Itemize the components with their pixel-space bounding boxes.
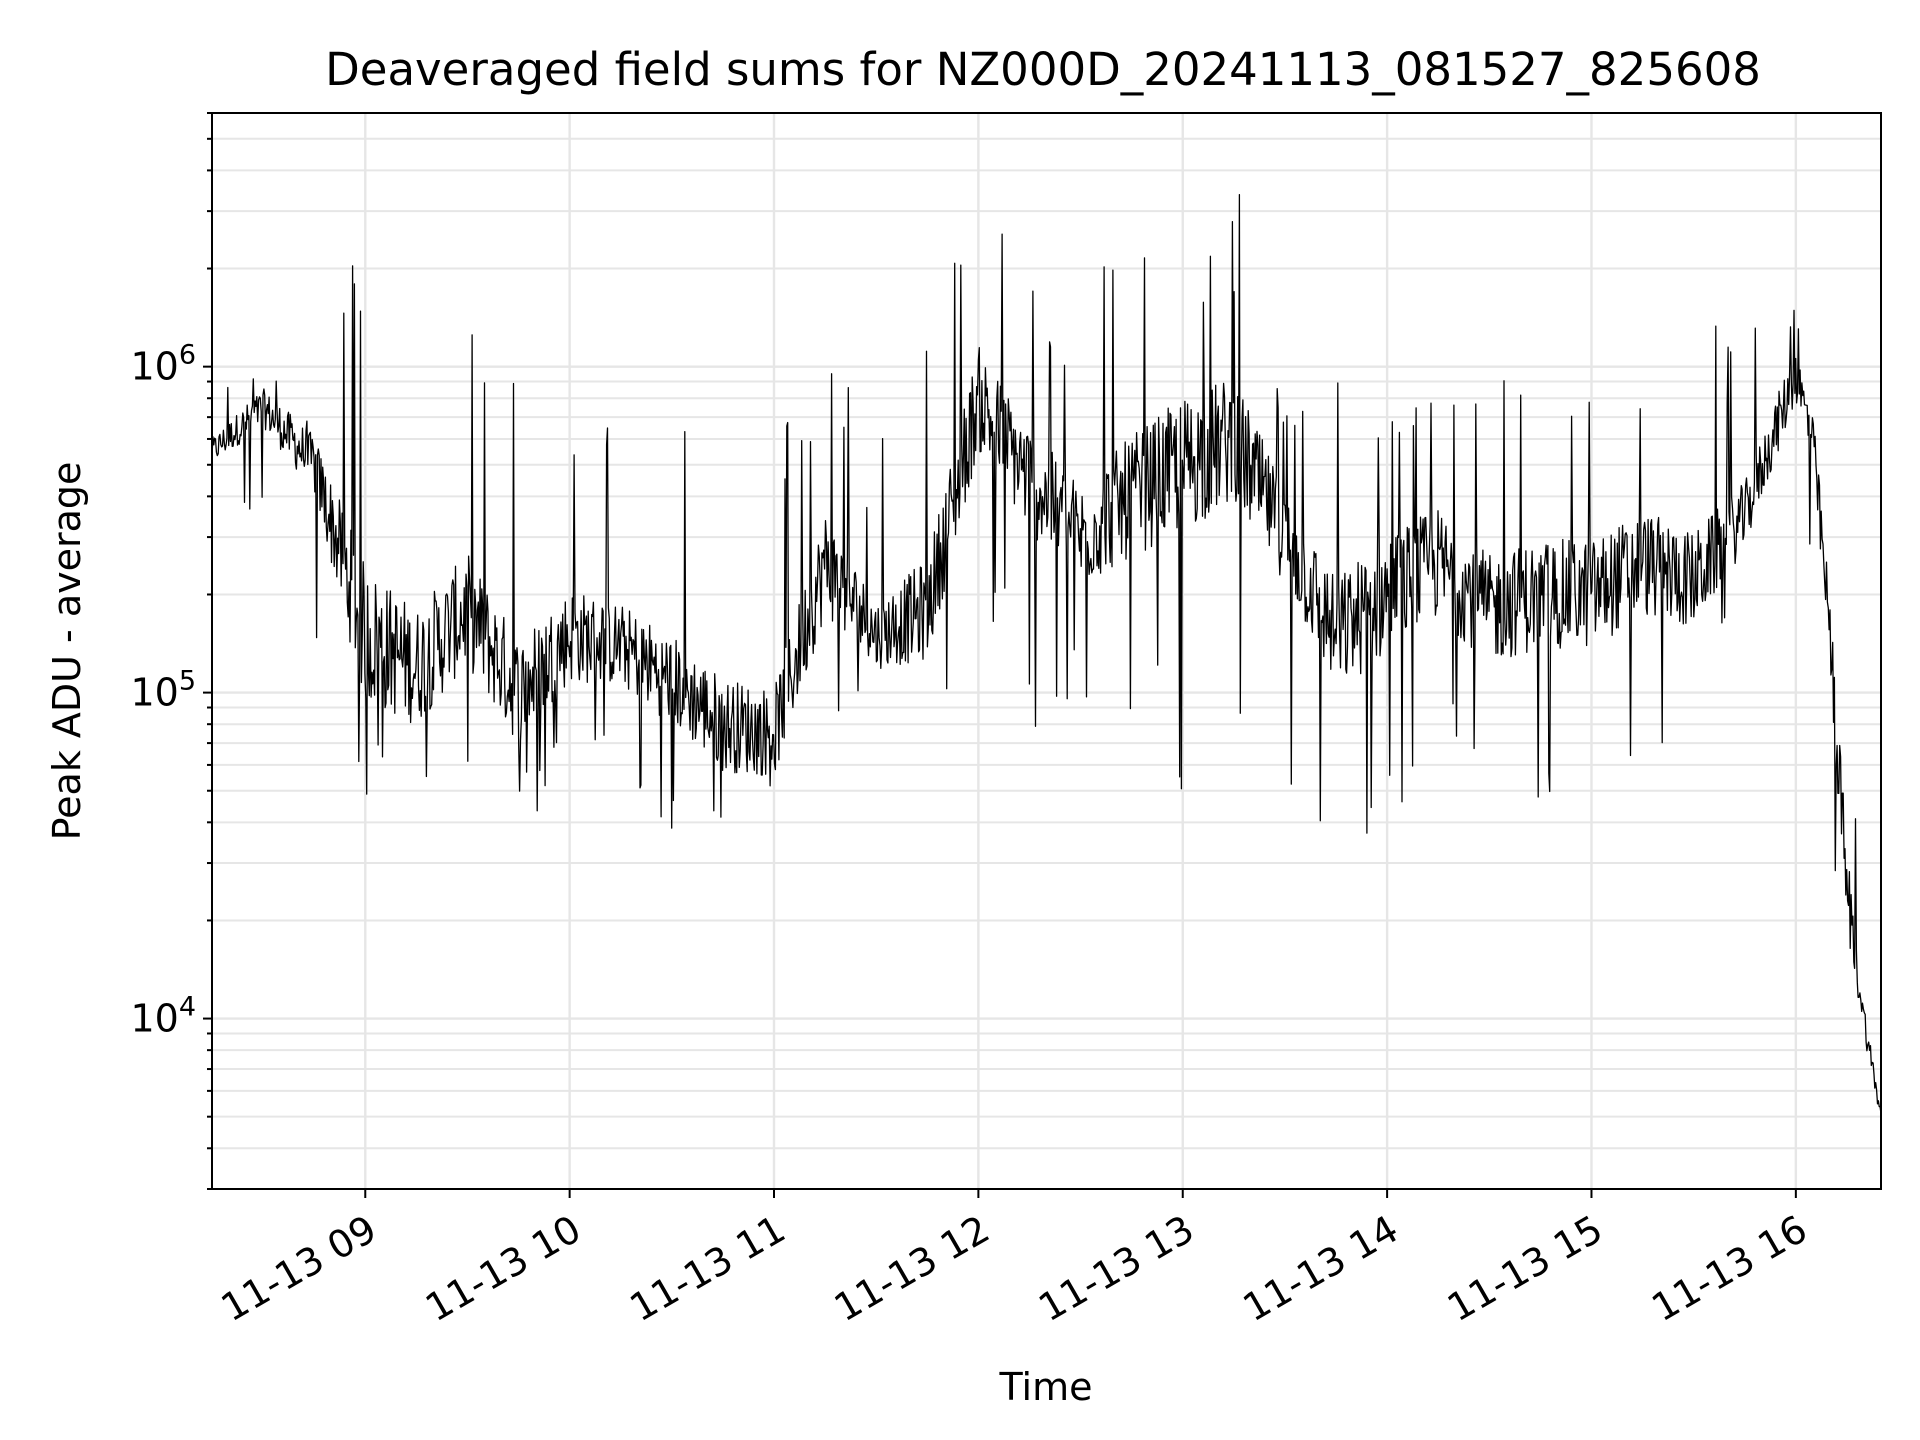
plot-frame	[211, 112, 1882, 1190]
series-line	[211, 194, 1882, 1114]
y-tick-label: 104	[130, 992, 196, 1041]
y-tick-label: 106	[130, 340, 196, 389]
y-axis-label: Peak ADU - average	[45, 462, 89, 841]
grid	[212, 112, 1881, 1190]
chart-title: Deaveraged field sums for NZ000D_2024111…	[325, 43, 1761, 96]
series-group	[211, 194, 1882, 1114]
y-axis: 104 105 106	[130, 112, 212, 1190]
x-axis-label: Time	[999, 1365, 1093, 1409]
y-tick-label: 105	[130, 666, 196, 715]
